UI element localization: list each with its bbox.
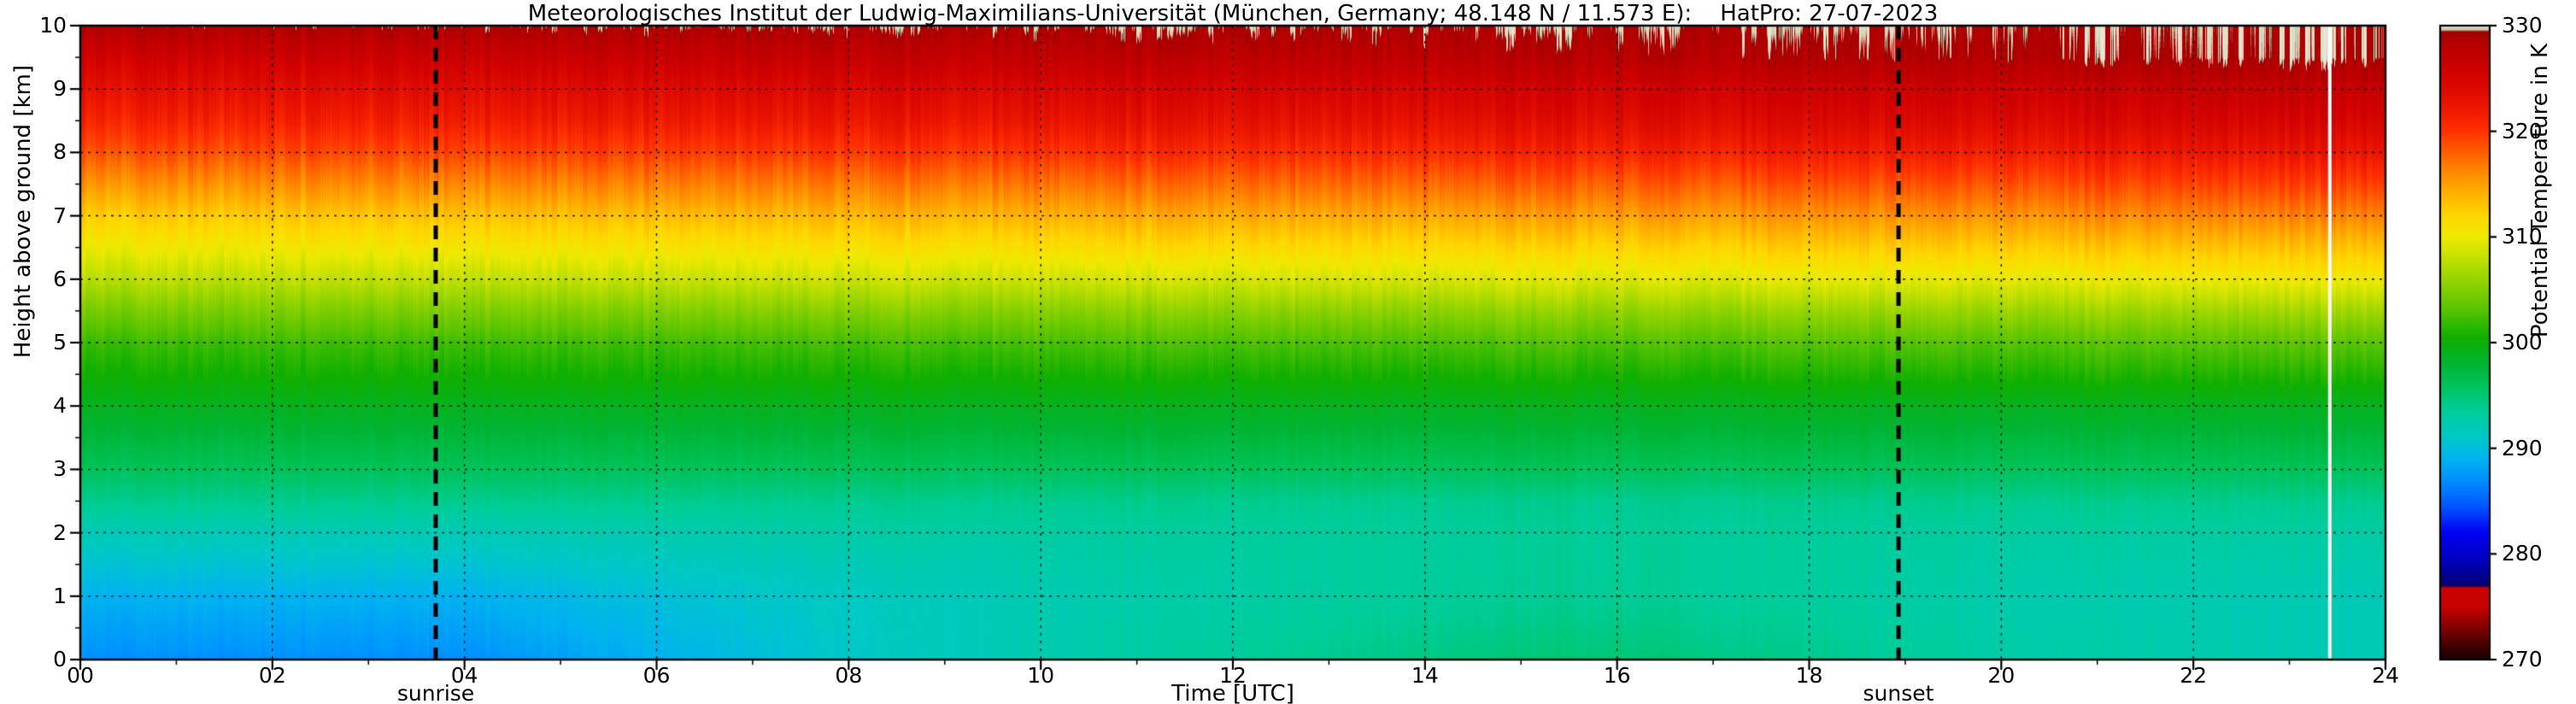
y-tick-label: 5	[53, 329, 67, 355]
y-tick-label: 1	[53, 583, 67, 608]
y-tick-label: 3	[53, 456, 67, 482]
sunset-label: sunset	[1863, 681, 1934, 704]
x-tick-label: 06	[643, 663, 671, 688]
x-tick-label: 14	[1411, 663, 1439, 688]
chart-title: Meteorologisches Institut der Ludwig-Max…	[527, 1, 1939, 26]
y-tick-label: 8	[53, 139, 67, 165]
x-tick-label: 04	[450, 663, 478, 688]
y-tick-label: 7	[53, 202, 67, 228]
y-tick-label: 10	[39, 12, 67, 38]
y-tick-label: 4	[53, 393, 67, 419]
colorbar-label: Potential Temperature in K	[2527, 44, 2553, 338]
y-tick-label: 6	[53, 266, 67, 291]
colorbar-tick-label: 330	[2502, 12, 2543, 38]
x-tick-label: 12	[1219, 663, 1247, 688]
colorbar-tick-label: 320	[2502, 118, 2543, 144]
y-tick-label: 9	[53, 76, 67, 102]
colorbar-tick-label: 270	[2502, 646, 2543, 672]
y-tick-label: 2	[53, 519, 67, 545]
x-tick-label: 10	[1027, 663, 1055, 688]
x-tick-label: 24	[2372, 663, 2399, 688]
x-tick-label: 20	[1987, 663, 2016, 688]
y-axis-label: Height above ground [km]	[10, 65, 36, 359]
x-tick-label: 22	[2180, 663, 2208, 688]
y-tick-label: 0	[53, 646, 67, 672]
x-tick-label: 18	[1795, 663, 1823, 688]
x-tick-label: 08	[835, 663, 863, 688]
sunrise-label: sunrise	[396, 681, 475, 704]
x-tick-label: 00	[67, 663, 94, 688]
x-tick-label: 16	[1603, 663, 1631, 688]
x-tick-label: 02	[258, 663, 286, 688]
colorbar-tick-label: 290	[2502, 435, 2543, 461]
colorbar-tick-label: 310	[2502, 224, 2543, 249]
x-axis-label: Time [UTC]	[1171, 681, 1294, 704]
colorbar-tick-label: 300	[2502, 329, 2543, 355]
colorbar-tick-label: 280	[2502, 541, 2543, 566]
